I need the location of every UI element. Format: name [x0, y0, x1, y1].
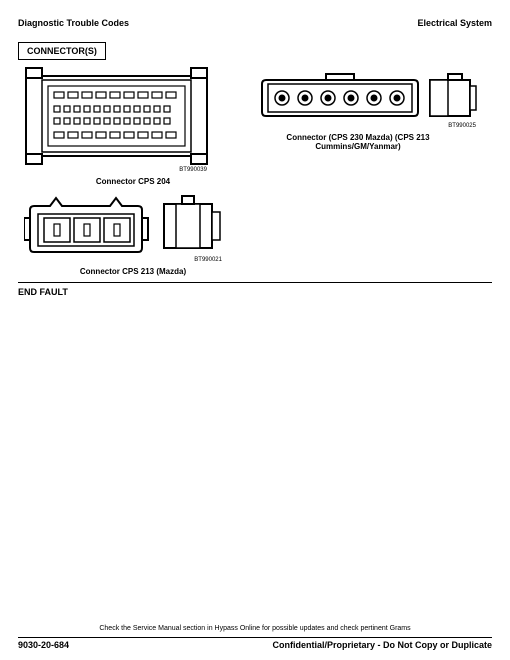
footer-note: Check the Service Manual section in Hypa…: [0, 625, 510, 632]
header-right: Electrical System: [417, 18, 492, 28]
connector-cps-213-caption: Connector CPS 213 (Mazda): [18, 267, 248, 276]
connector-cps-213-figure: BT990021: [24, 192, 224, 263]
section-connectors-label: CONNECTOR(S): [18, 42, 106, 60]
footer-confidential: Confidential/Proprietary - Do Not Copy o…: [272, 640, 492, 650]
footer-page-code: 9030-20-684: [18, 640, 69, 650]
divider: [18, 282, 492, 283]
end-fault-label: END FAULT: [18, 287, 492, 297]
header-left: Diagnostic Trouble Codes: [18, 18, 129, 28]
connector-cps-204-figure: BT990039: [24, 66, 209, 173]
connector-cps-204-partno: BT990039: [24, 167, 209, 173]
connector-cps-213-partno: BT990021: [24, 257, 224, 263]
connector-cps-230-figure: BT990025: [258, 72, 478, 129]
connector-cps-204-caption: Connector CPS 204: [18, 177, 248, 186]
connector-cps-230-caption: Connector (CPS 230 Mazda) (CPS 213 Cummi…: [258, 133, 458, 151]
connector-cps-230-partno: BT990025: [258, 123, 478, 129]
